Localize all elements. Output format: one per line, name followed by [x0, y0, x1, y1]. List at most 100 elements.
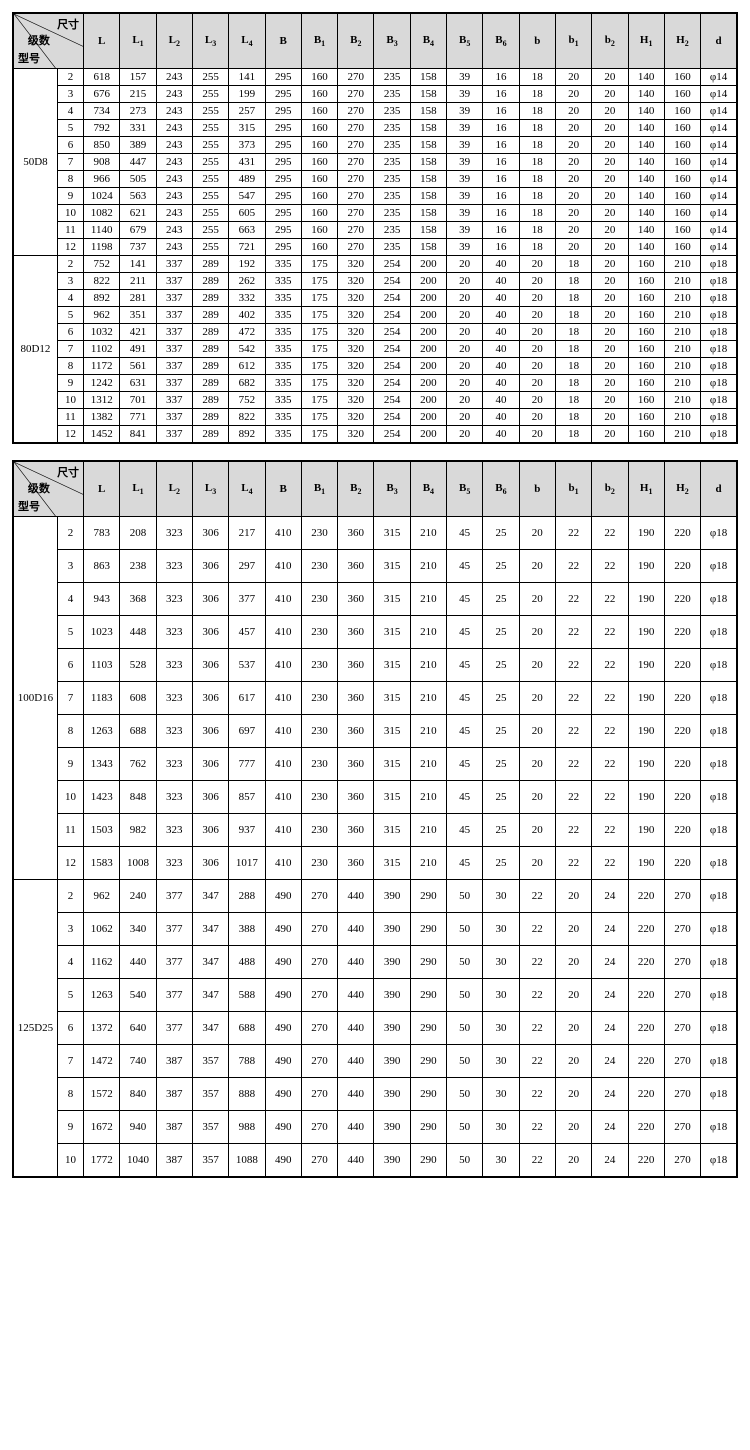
table-row: 1014238483233068574102303603152104525202…: [13, 781, 737, 814]
data-cell: 20: [592, 120, 628, 137]
data-cell: 20: [519, 256, 555, 273]
data-cell: 360: [338, 748, 374, 781]
data-cell: 320: [338, 290, 374, 307]
model-cell: 50D8: [13, 69, 57, 256]
data-cell: 1263: [84, 715, 120, 748]
data-cell: 160: [301, 239, 337, 256]
diagonal-header-cell: 尺寸 级数 型号: [13, 461, 84, 517]
data-cell: 158: [410, 171, 446, 188]
data-cell: 390: [374, 1012, 410, 1045]
data-cell: 20: [555, 103, 591, 120]
data-cell: 402: [229, 307, 265, 324]
data-cell: 160: [664, 69, 700, 86]
table-row: 5102344832330645741023036031521045252022…: [13, 616, 737, 649]
data-cell: φ14: [701, 154, 737, 171]
data-cell: 160: [628, 324, 664, 341]
data-cell: 335: [265, 273, 301, 290]
data-cell: 160: [628, 307, 664, 324]
data-cell: 270: [301, 913, 337, 946]
data-cell: 4: [57, 583, 83, 616]
data-cell: 20: [555, 1144, 591, 1178]
data-cell: 243: [156, 188, 192, 205]
col-header-b2: b2: [592, 461, 628, 517]
col-header-B: B: [265, 13, 301, 69]
data-cell: 20: [519, 273, 555, 290]
data-cell: 200: [410, 392, 446, 409]
data-cell: 2: [57, 517, 83, 550]
data-cell: 158: [410, 205, 446, 222]
data-cell: 320: [338, 256, 374, 273]
data-cell: 50: [447, 1012, 483, 1045]
data-cell: 850: [84, 137, 120, 154]
data-cell: 857: [229, 781, 265, 814]
data-cell: 320: [338, 341, 374, 358]
data-cell: 175: [301, 307, 337, 324]
col-header-B4: B4: [410, 461, 446, 517]
data-cell: 158: [410, 69, 446, 86]
data-cell: 25: [483, 649, 519, 682]
data-cell: 140: [628, 69, 664, 86]
data-cell: 295: [265, 69, 301, 86]
data-cell: 25: [483, 814, 519, 847]
data-cell: φ18: [701, 1144, 737, 1178]
data-cell: 220: [664, 715, 700, 748]
data-cell: 45: [447, 517, 483, 550]
data-cell: 40: [483, 392, 519, 409]
data-cell: 488: [229, 946, 265, 979]
data-cell: 39: [447, 120, 483, 137]
data-cell: 20: [555, 1111, 591, 1144]
data-cell: 45: [447, 550, 483, 583]
col-header-B3: B3: [374, 461, 410, 517]
data-cell: 158: [410, 188, 446, 205]
data-cell: 631: [120, 375, 156, 392]
data-cell: 200: [410, 324, 446, 341]
data-cell: 25: [483, 715, 519, 748]
data-cell: 1372: [84, 1012, 120, 1045]
data-cell: 270: [301, 979, 337, 1012]
diagonal-header-cell: 尺寸 级数 型号: [13, 13, 84, 69]
data-cell: 337: [156, 358, 192, 375]
data-cell: 505: [120, 171, 156, 188]
data-cell: 20: [555, 946, 591, 979]
data-cell: 315: [374, 550, 410, 583]
data-cell: 199: [229, 86, 265, 103]
data-cell: 230: [301, 814, 337, 847]
data-cell: 323: [156, 517, 192, 550]
data-cell: 937: [229, 814, 265, 847]
data-cell: 230: [301, 682, 337, 715]
col-header-B1: B1: [301, 13, 337, 69]
data-cell: 295: [265, 171, 301, 188]
data-cell: 3: [57, 86, 83, 103]
data-cell: 160: [301, 171, 337, 188]
data-cell: 320: [338, 375, 374, 392]
data-cell: 12: [57, 426, 83, 444]
data-cell: 377: [156, 979, 192, 1012]
data-cell: 160: [664, 120, 700, 137]
data-cell: φ18: [701, 307, 737, 324]
data-cell: 306: [192, 583, 228, 616]
data-cell: 320: [338, 426, 374, 444]
data-cell: 210: [410, 550, 446, 583]
data-cell: 160: [301, 137, 337, 154]
data-cell: φ18: [701, 880, 737, 913]
data-cell: 230: [301, 649, 337, 682]
data-cell: 50: [447, 913, 483, 946]
data-cell: 323: [156, 781, 192, 814]
data-cell: 200: [410, 307, 446, 324]
data-cell: 18: [519, 222, 555, 239]
data-cell: 320: [338, 324, 374, 341]
data-cell: 892: [229, 426, 265, 444]
table-row: 8117256133728961233517532025420020402018…: [13, 358, 737, 375]
data-cell: 295: [265, 154, 301, 171]
data-cell: 200: [410, 256, 446, 273]
data-cell: 1088: [229, 1144, 265, 1178]
data-cell: 270: [664, 1111, 700, 1144]
data-cell: 20: [447, 290, 483, 307]
data-cell: 30: [483, 880, 519, 913]
data-cell: φ18: [701, 256, 737, 273]
data-cell: 908: [84, 154, 120, 171]
data-cell: 140: [628, 154, 664, 171]
data-cell: 20: [555, 188, 591, 205]
table-row: 9124263133728968233517532025420020402018…: [13, 375, 737, 392]
data-cell: 270: [338, 69, 374, 86]
